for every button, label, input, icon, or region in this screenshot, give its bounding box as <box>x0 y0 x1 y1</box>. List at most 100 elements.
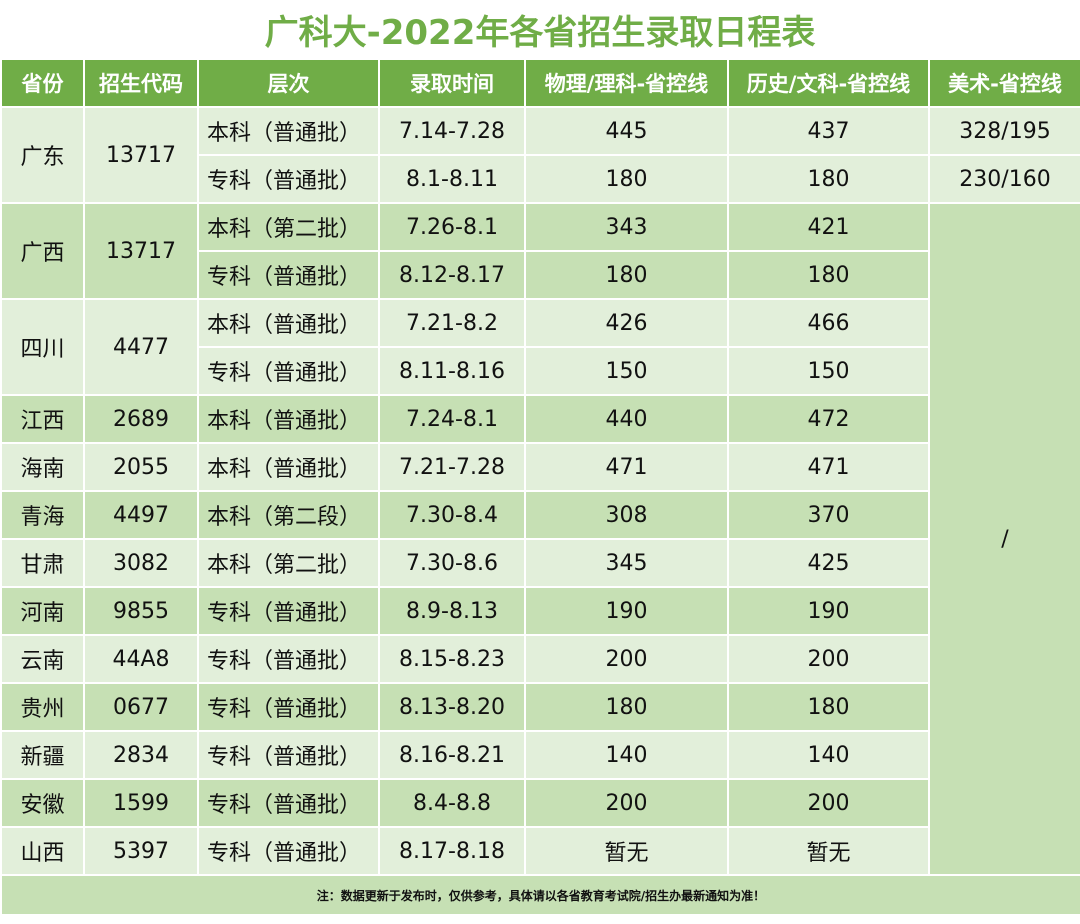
history-cell: 190 <box>727 586 930 636</box>
table-row: 云南 44A8 专科（普通批） 8.15-8.23 200 200 <box>0 634 1080 684</box>
level-cell: 专科（普通批） <box>197 730 380 780</box>
table-row: 四川 4477 本科（普通批） 7.21-8.2 426 466 <box>0 298 1080 396</box>
header-level: 层次 <box>197 58 380 108</box>
disclaimer-note: 注：数据更新于发布时，仅供参考，具体请以各省教育考试院/招生办最新通知为准！ <box>0 874 1080 916</box>
table-header-row: 省份 招生代码 层次 录取时间 物理/理科-省控线 历史/文科-省控线 美术-省… <box>0 58 1080 108</box>
level-cell: 本科（普通批） <box>197 106 380 156</box>
table-row: 青海 4497 本科（第二段） 7.30-8.4 308 370 <box>0 490 1080 540</box>
history-cell: 180 <box>727 154 930 204</box>
physics-cell: 180 <box>524 250 729 300</box>
history-cell: 180 <box>727 250 930 300</box>
table-row: 广东 13717 本科（普通批） 7.14-7.28 445 437 328/1… <box>0 106 1080 204</box>
table-row: 专科（普通批） 8.11-8.16 150 150 <box>1 346 1080 396</box>
table-row: 专科（普通批） 8.12-8.17 180 180 <box>1 250 1080 300</box>
table-row: 广西 13717 本科（第二批） 7.26-8.1 343 421 / <box>0 202 1080 876</box>
code-cell: 9855 <box>83 586 199 636</box>
history-cell: 150 <box>727 346 930 396</box>
time-cell: 8.15-8.23 <box>378 634 526 684</box>
province-cell: 安徽 <box>0 778 85 828</box>
level-cell: 专科（普通批） <box>197 346 380 396</box>
header-time: 录取时间 <box>378 58 526 108</box>
level-cell: 本科（普通批） <box>197 298 380 348</box>
province-cell: 甘肃 <box>0 538 85 588</box>
history-cell: 466 <box>727 298 930 348</box>
province-cell: 青海 <box>0 490 85 540</box>
history-cell: 200 <box>727 778 930 828</box>
table-row: 专科（普通批） 8.1-8.11 180 180 230/160 <box>1 154 1080 204</box>
province-cell: 广东 <box>0 106 85 204</box>
history-cell: 140 <box>727 730 930 780</box>
time-cell: 7.14-7.28 <box>378 106 526 156</box>
time-cell: 8.16-8.21 <box>378 730 526 780</box>
note-row: 注：数据更新于发布时，仅供参考，具体请以各省教育考试院/招生办最新通知为准！ <box>0 874 1080 916</box>
page-title: 广科大-2022年各省招生录取日程表 <box>264 12 816 53</box>
physics-cell: 426 <box>524 298 729 348</box>
history-cell: 471 <box>727 442 930 492</box>
level-cell: 专科（普通批） <box>197 826 380 876</box>
physics-cell: 445 <box>524 106 729 156</box>
level-cell: 本科（第二批） <box>197 202 380 252</box>
time-cell: 7.24-8.1 <box>378 394 526 444</box>
header-history-line: 历史/文科-省控线 <box>727 58 930 108</box>
province-cell: 海南 <box>0 442 85 492</box>
table-row: 山西 5397 专科（普通批） 8.17-8.18 暂无 暂无 <box>0 826 1080 876</box>
header-art-line: 美术-省控线 <box>928 58 1080 108</box>
code-cell: 2834 <box>83 730 199 780</box>
code-cell: 0677 <box>83 682 199 732</box>
art-cell: 328/195 <box>928 106 1080 156</box>
level-cell: 专科（普通批） <box>197 586 380 636</box>
code-cell: 44A8 <box>83 634 199 684</box>
admission-schedule-table: 省份 招生代码 层次 录取时间 物理/理科-省控线 历史/文科-省控线 美术-省… <box>0 58 1080 916</box>
time-cell: 8.17-8.18 <box>378 826 526 876</box>
table-row: 安徽 1599 专科（普通批） 8.4-8.8 200 200 <box>0 778 1080 828</box>
code-cell: 13717 <box>83 106 199 204</box>
level-cell: 本科（普通批） <box>197 442 380 492</box>
code-cell: 13717 <box>83 202 199 300</box>
province-cell: 河南 <box>0 586 85 636</box>
time-cell: 7.30-8.4 <box>378 490 526 540</box>
code-cell: 1599 <box>83 778 199 828</box>
time-cell: 7.30-8.6 <box>378 538 526 588</box>
code-cell: 5397 <box>83 826 199 876</box>
art-cell: 230/160 <box>928 154 1080 204</box>
header-province: 省份 <box>0 58 85 108</box>
time-cell: 8.4-8.8 <box>378 778 526 828</box>
code-cell: 2055 <box>83 442 199 492</box>
history-cell: 472 <box>727 394 930 444</box>
physics-cell: 190 <box>524 586 729 636</box>
physics-cell: 暂无 <box>524 826 729 876</box>
physics-cell: 471 <box>524 442 729 492</box>
table-row: 江西 2689 本科（普通批） 7.24-8.1 440 472 <box>0 394 1080 444</box>
province-cell: 新疆 <box>0 730 85 780</box>
history-cell: 暂无 <box>727 826 930 876</box>
time-cell: 8.9-8.13 <box>378 586 526 636</box>
level-cell: 本科（第二批） <box>197 538 380 588</box>
history-cell: 180 <box>727 682 930 732</box>
level-cell: 本科（普通批） <box>197 394 380 444</box>
table-row: 海南 2055 本科（普通批） 7.21-7.28 471 471 <box>0 442 1080 492</box>
province-cell: 山西 <box>0 826 85 876</box>
physics-cell: 180 <box>524 682 729 732</box>
history-cell: 421 <box>727 202 930 252</box>
province-cell: 贵州 <box>0 682 85 732</box>
time-cell: 7.21-8.2 <box>378 298 526 348</box>
province-cell: 四川 <box>0 298 85 396</box>
time-cell: 7.26-8.1 <box>378 202 526 252</box>
level-cell: 专科（普通批） <box>197 682 380 732</box>
level-cell: 专科（普通批） <box>197 778 380 828</box>
history-cell: 370 <box>727 490 930 540</box>
physics-cell: 180 <box>524 154 729 204</box>
level-cell: 专科（普通批） <box>197 634 380 684</box>
code-cell: 3082 <box>83 538 199 588</box>
physics-cell: 150 <box>524 346 729 396</box>
header-code: 招生代码 <box>83 58 199 108</box>
time-cell: 8.1-8.11 <box>378 154 526 204</box>
time-cell: 7.21-7.28 <box>378 442 526 492</box>
history-cell: 200 <box>727 634 930 684</box>
time-cell: 8.12-8.17 <box>378 250 526 300</box>
time-cell: 8.11-8.16 <box>378 346 526 396</box>
history-cell: 425 <box>727 538 930 588</box>
physics-cell: 308 <box>524 490 729 540</box>
level-cell: 专科（普通批） <box>197 154 380 204</box>
physics-cell: 343 <box>524 202 729 252</box>
